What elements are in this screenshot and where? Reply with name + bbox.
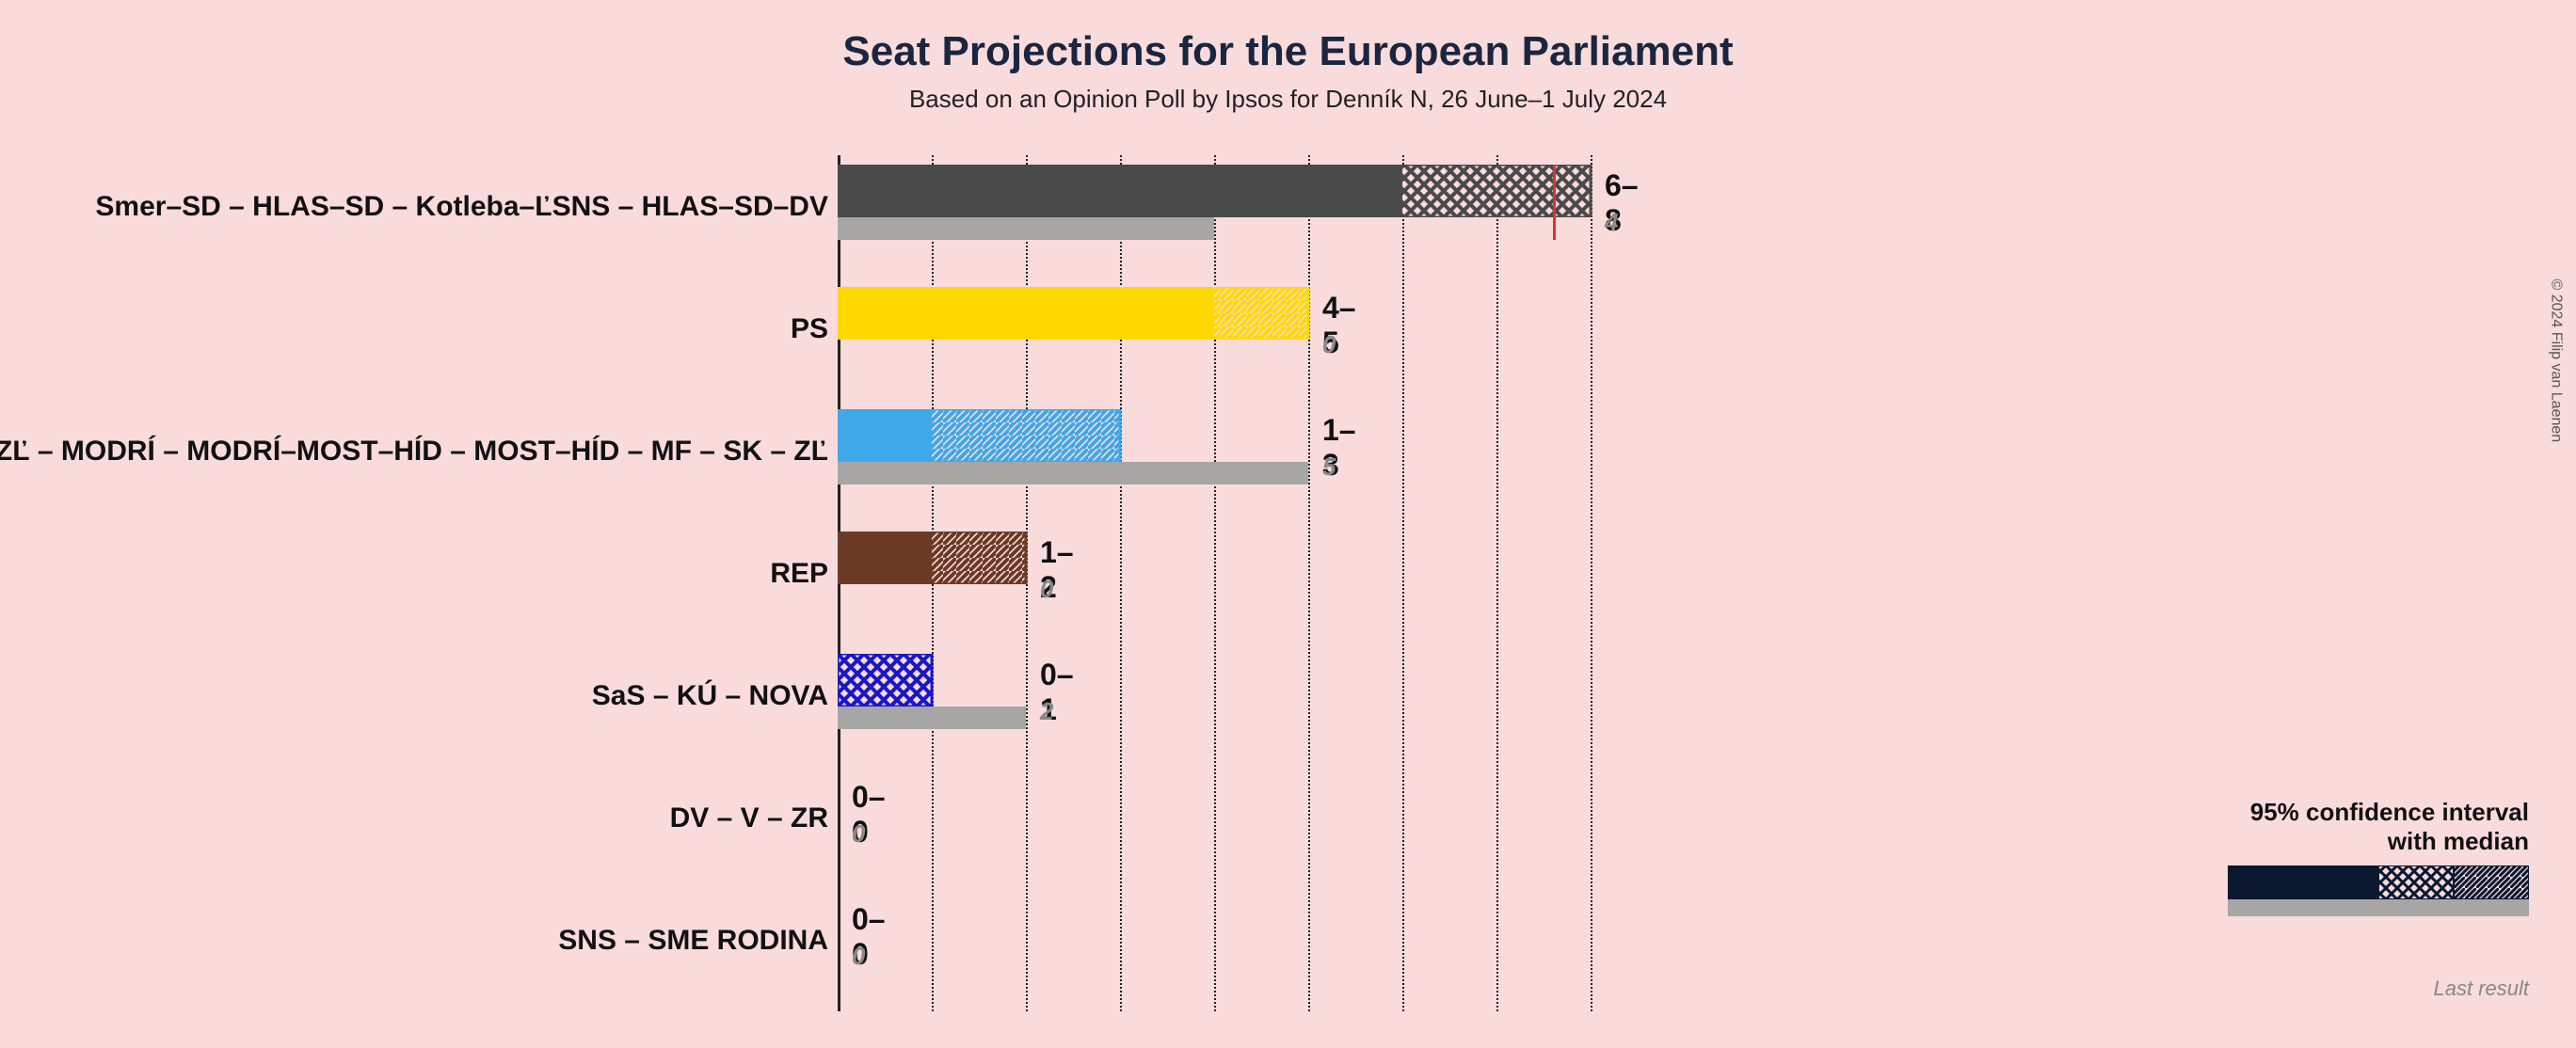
chart-row: REP 1–20 xyxy=(0,522,2576,644)
last-label: 4 xyxy=(1605,208,1618,237)
legend-last-bar xyxy=(2228,899,2529,916)
projection-bar xyxy=(838,409,1122,462)
row-label: SNS – SME RODINA xyxy=(558,925,828,957)
last-label: 5 xyxy=(1322,453,1336,482)
copyright: © 2024 Filip van Laenen xyxy=(2548,278,2565,442)
projection-bar xyxy=(838,654,934,707)
projection-bar xyxy=(838,165,1592,217)
row-label: SaS – KÚ – NOVA xyxy=(592,680,828,712)
chart-area: Smer–SD – HLAS–SD – Kotleba–ĽSNS – HLAS–… xyxy=(0,155,2576,1011)
chart-title: Seat Projections for the European Parlia… xyxy=(0,0,2576,75)
last-result-bar xyxy=(838,462,1308,484)
chart-row: PS 4–50 xyxy=(0,278,2576,400)
majority-line xyxy=(1553,165,1556,240)
last-label: 0 xyxy=(852,942,865,971)
legend-title: 95% confidence interval with median xyxy=(2228,798,2529,856)
last-label: 0 xyxy=(1322,330,1336,359)
row-label: Smer–SD – HLAS–SD – Kotleba–ĽSNS – HLAS–… xyxy=(95,191,828,223)
legend-last-label: Last result xyxy=(2228,977,2529,1001)
last-result-bar xyxy=(838,217,1214,240)
chart-row: KDH – D – MS – SK–ZĽ – MODRÍ – MODRÍ–MOS… xyxy=(0,400,2576,522)
chart-row: SaS – KÚ – NOVA 0–12 xyxy=(0,644,2576,767)
projection-bar xyxy=(838,776,840,829)
last-label: 0 xyxy=(852,819,865,849)
chart-row: DV – V – ZR 0–00 xyxy=(0,767,2576,889)
row-label: DV – V – ZR xyxy=(670,802,828,834)
chart-subtitle: Based on an Opinion Poll by Ipsos for De… xyxy=(0,85,2576,114)
legend: 95% confidence interval with median Last… xyxy=(2228,798,2529,1001)
projection-bar xyxy=(838,898,840,951)
row-label: PS xyxy=(791,313,828,345)
last-result-bar xyxy=(838,707,1026,729)
legend-swatch xyxy=(2228,865,2529,899)
last-label: 2 xyxy=(1040,697,1053,726)
chart-row: Smer–SD – HLAS–SD – Kotleba–ĽSNS – HLAS–… xyxy=(0,155,2576,278)
chart-row: SNS – SME RODINA 0–00 xyxy=(0,889,2576,1011)
projection-bar xyxy=(838,532,1028,584)
last-label: 0 xyxy=(1040,575,1053,604)
legend-bars xyxy=(2228,865,2529,922)
projection-bar xyxy=(838,287,1310,340)
row-label: KDH – D – MS – SK–ZĽ – MODRÍ – MODRÍ–MOS… xyxy=(0,436,828,468)
row-label: REP xyxy=(770,558,828,590)
